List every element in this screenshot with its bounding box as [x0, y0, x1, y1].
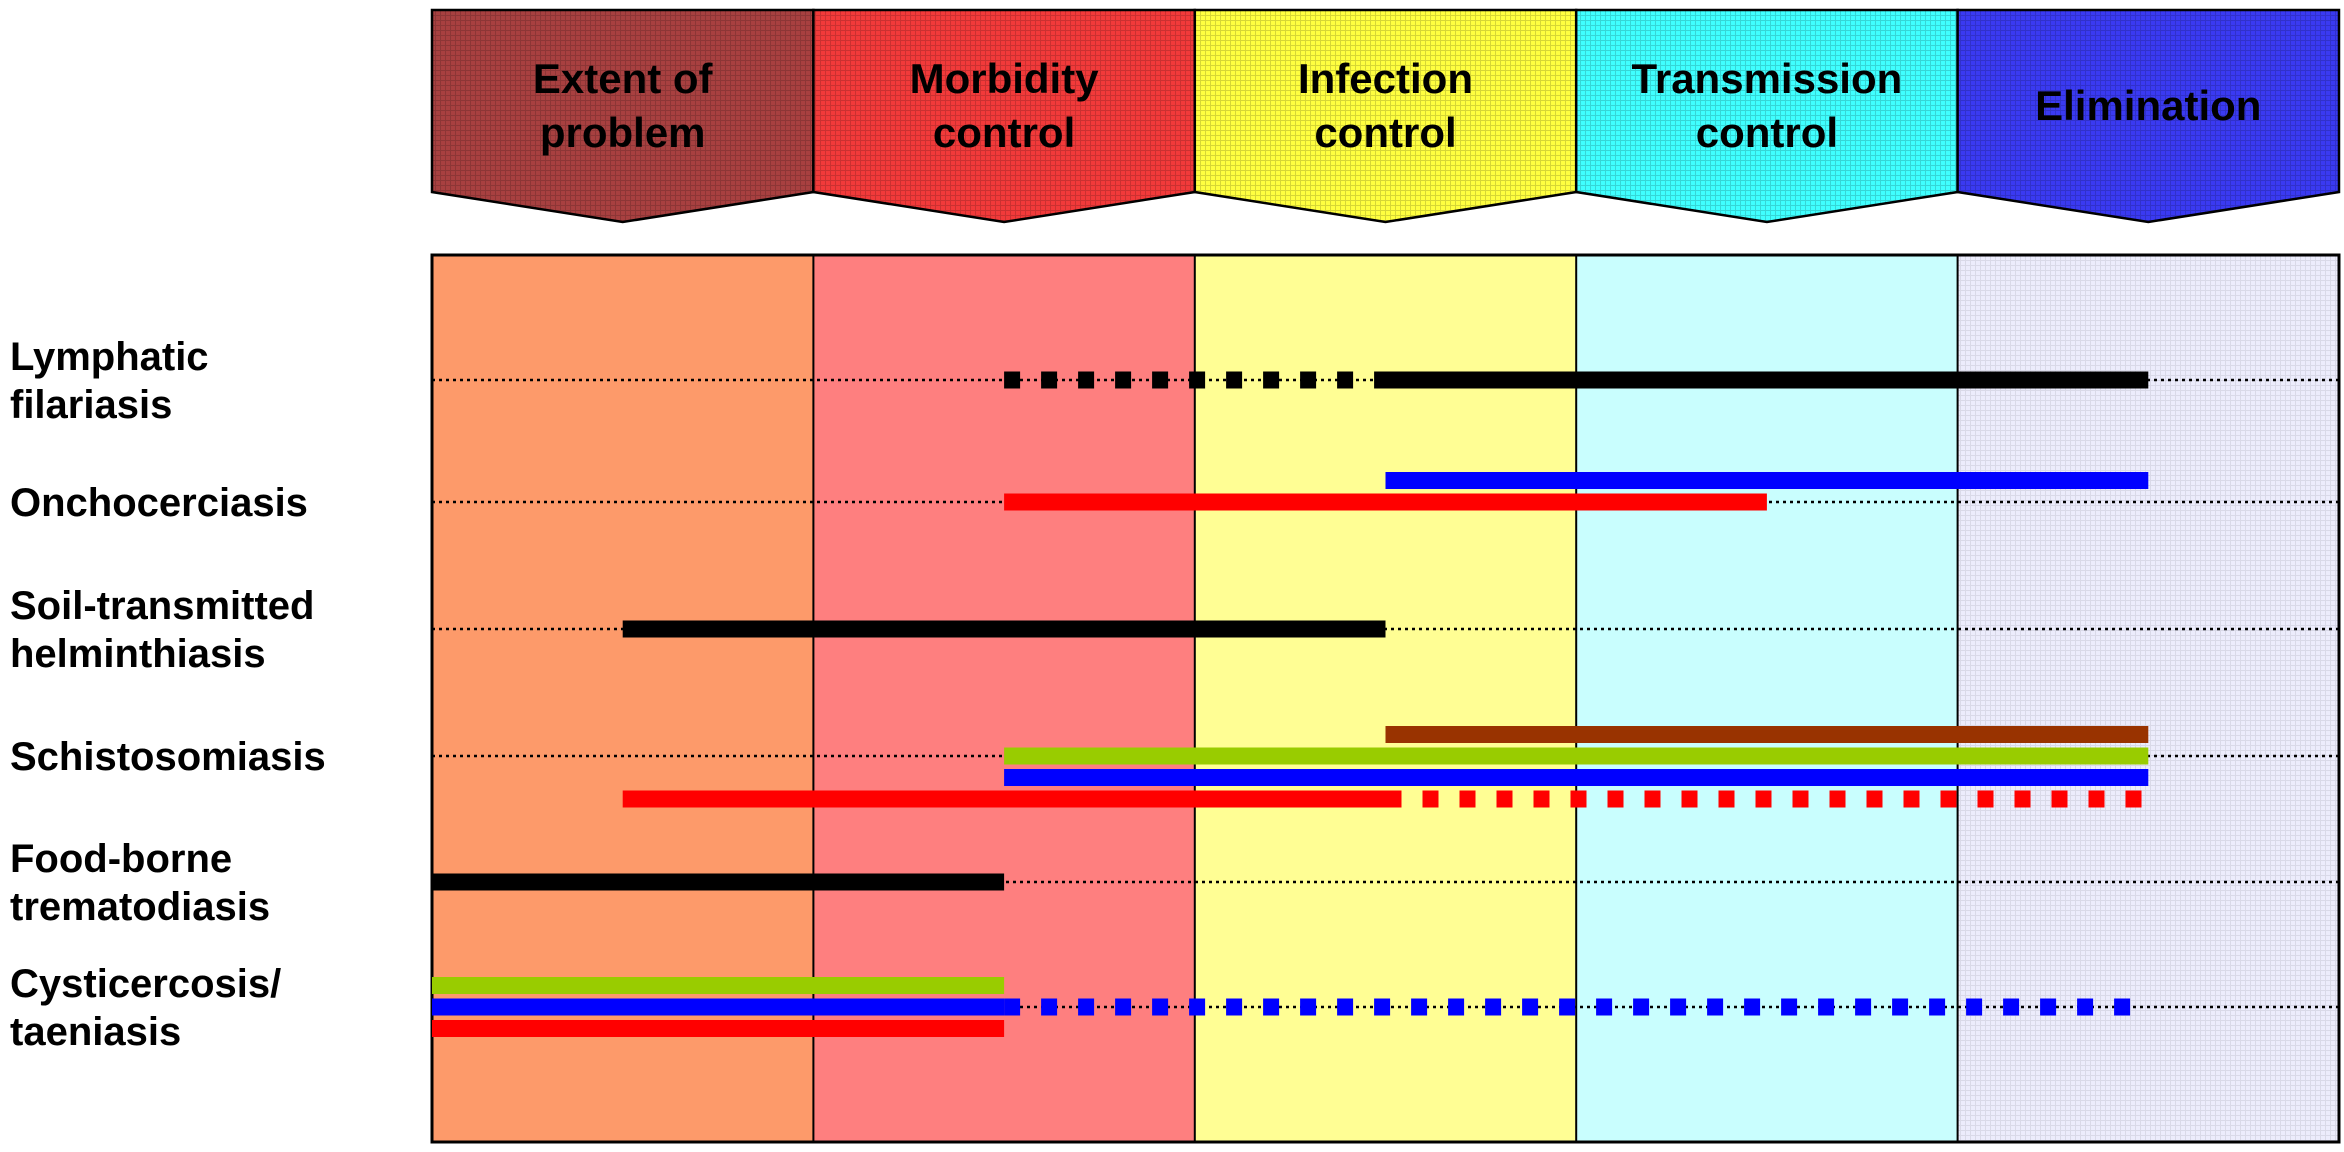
- phase-arrow-3: Infection control: [1193, 8, 1578, 224]
- phase-label: Transmission: [1632, 55, 1903, 102]
- phase-label: control: [933, 109, 1075, 156]
- disease-label: helminthiasis: [10, 632, 266, 676]
- phase-arrow-outline: [430, 8, 815, 224]
- phase-label: Morbidity: [910, 55, 1100, 102]
- phase-arrow-4: Transmission control: [1574, 8, 1959, 224]
- phase-header-arrows: Extent ofproblemMorbiditycontrolInfectio…: [430, 8, 2341, 224]
- disease-label: Food-borne: [10, 837, 232, 881]
- disease-label: filariasis: [10, 383, 172, 427]
- disease-label: Lymphatic: [10, 335, 209, 379]
- phase-column-1: [432, 255, 814, 1142]
- phase-label: Infection: [1298, 55, 1473, 102]
- disease-label: Onchocerciasis: [10, 481, 308, 525]
- disease-label: trematodiasis: [10, 885, 270, 929]
- phase-label: control: [1314, 109, 1456, 156]
- phase-arrow-1: Extent of problem: [430, 8, 815, 224]
- phase-label: control: [1696, 109, 1838, 156]
- phase-arrow-2: Morbidity control: [812, 8, 1197, 224]
- disease-label: taeniasis: [10, 1010, 181, 1054]
- phase-arrow-outline: [1574, 8, 1959, 224]
- phase-columns: [430, 253, 2341, 1144]
- disease-row: [432, 472, 2339, 511]
- grid-border: [430, 253, 2341, 1144]
- phase-column-4: [1576, 255, 1958, 1142]
- phase-label: Elimination: [2035, 82, 2261, 129]
- phase-column-3: [1194, 255, 1577, 1142]
- disease-label: Cysticercosis/: [10, 962, 281, 1006]
- phase-arrow-outline: [1193, 8, 1578, 224]
- disease-row: [432, 726, 2339, 808]
- phase-arrow-outline: [812, 8, 1197, 224]
- disease-label: Soil-transmitted: [10, 584, 314, 628]
- elimination-column-texture: [1957, 255, 2339, 1142]
- disease-label: Schistosomiasis: [10, 735, 326, 779]
- disease-row: [432, 977, 2339, 1037]
- phase-arrow-5: Elimination: [1956, 8, 2341, 224]
- phase-label: problem: [540, 109, 706, 156]
- disease-rows: [432, 371, 2339, 1037]
- phase-label: Extent of: [533, 55, 714, 102]
- phase-arrow-outline: [1956, 8, 2341, 224]
- phase-column-2: [813, 255, 1195, 1142]
